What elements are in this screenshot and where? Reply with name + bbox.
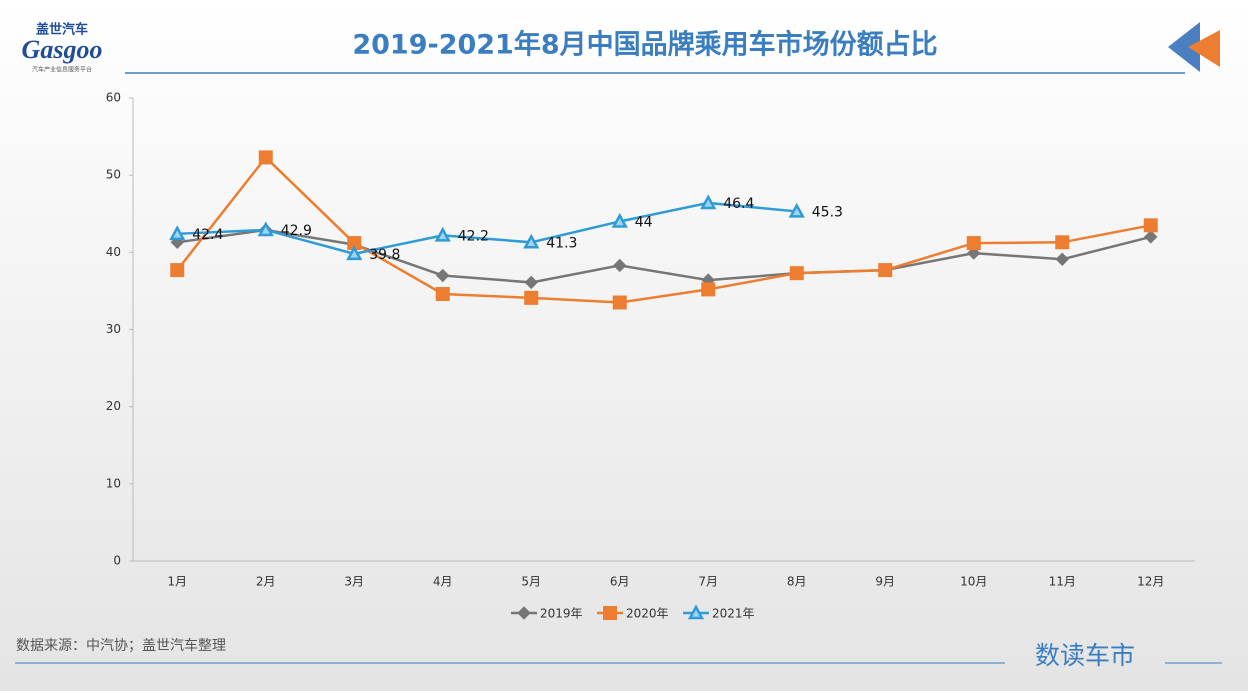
data-point bbox=[346, 245, 363, 261]
x-tick-label: 10月 bbox=[960, 575, 987, 589]
data-label: 44 bbox=[635, 214, 653, 230]
y-tick-label: 0 bbox=[113, 554, 121, 568]
x-tick-label: 4月 bbox=[433, 575, 453, 589]
data-point bbox=[434, 226, 451, 242]
arrow-decoration bbox=[1168, 22, 1200, 72]
logo-tagline: 汽车产业信息服务平台 bbox=[32, 66, 92, 74]
data-label: 39.8 bbox=[369, 247, 400, 263]
x-tick-label: 1月 bbox=[167, 575, 187, 589]
data-point bbox=[701, 282, 716, 297]
data-point bbox=[170, 263, 185, 278]
x-tick-label: 6月 bbox=[610, 575, 630, 589]
data-point bbox=[257, 221, 274, 237]
legend-marker bbox=[603, 606, 617, 620]
chart-title: 2019-2021年8月中国品牌乘用车市场份额占比 bbox=[352, 29, 937, 61]
data-point bbox=[611, 212, 628, 228]
source-note: 数据来源：中汽协；盖世汽车整理 bbox=[16, 637, 226, 654]
x-tick-label: 2月 bbox=[256, 575, 276, 589]
data-point bbox=[436, 268, 450, 283]
data-point bbox=[966, 236, 981, 251]
x-tick-label: 12月 bbox=[1137, 575, 1164, 589]
data-point bbox=[524, 275, 538, 290]
data-point bbox=[788, 202, 805, 218]
y-tick-label: 40 bbox=[106, 245, 121, 259]
data-label: 42.4 bbox=[192, 227, 223, 243]
x-tick-label: 7月 bbox=[698, 575, 718, 589]
data-point bbox=[878, 263, 893, 278]
data-point bbox=[435, 287, 450, 302]
x-tick-label: 8月 bbox=[787, 575, 807, 589]
column-name: 数读车市 bbox=[1035, 641, 1135, 670]
data-label: 45.3 bbox=[812, 204, 843, 220]
data-point bbox=[700, 194, 717, 210]
data-point bbox=[258, 150, 273, 165]
data-point bbox=[169, 225, 186, 241]
data-label: 42.9 bbox=[281, 223, 312, 239]
series-line bbox=[176, 155, 1151, 304]
y-tick-label: 30 bbox=[106, 322, 121, 336]
data-point bbox=[523, 233, 540, 249]
legend-marker bbox=[517, 606, 531, 620]
y-tick-label: 10 bbox=[106, 476, 121, 490]
data-point bbox=[789, 266, 804, 281]
logo: Gasgoo bbox=[22, 35, 103, 64]
data-point bbox=[612, 295, 627, 310]
data-point bbox=[613, 258, 627, 273]
arrow-decoration bbox=[1188, 30, 1220, 67]
x-tick-label: 9月 bbox=[875, 575, 895, 589]
series-line bbox=[177, 201, 797, 256]
data-label: 41.3 bbox=[546, 235, 577, 251]
data-point bbox=[1143, 218, 1158, 233]
y-tick-label: 60 bbox=[106, 91, 121, 105]
series-line bbox=[177, 228, 1152, 284]
x-tick-label: 5月 bbox=[521, 575, 541, 589]
legend-label: 2020年 bbox=[626, 607, 669, 621]
data-point bbox=[1055, 235, 1070, 250]
legend-label: 2021年 bbox=[712, 607, 755, 621]
data-point bbox=[1055, 252, 1069, 266]
y-tick-label: 20 bbox=[106, 399, 121, 413]
x-tick-label: 11月 bbox=[1049, 575, 1076, 589]
data-point bbox=[524, 290, 539, 305]
logo-cn: 盖世汽车 bbox=[36, 22, 88, 38]
data-label: 42.2 bbox=[458, 228, 489, 244]
y-tick-label: 50 bbox=[106, 168, 121, 182]
x-tick-label: 3月 bbox=[344, 575, 364, 589]
data-point bbox=[967, 246, 981, 260]
legend-label: 2019年 bbox=[540, 607, 583, 621]
data-point bbox=[1144, 230, 1158, 244]
legend-marker bbox=[687, 604, 705, 620]
data-label: 46.4 bbox=[723, 196, 754, 212]
